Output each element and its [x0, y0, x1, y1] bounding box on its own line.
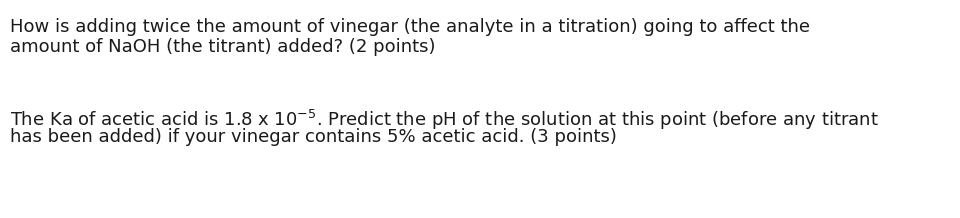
Text: amount of NaOH (the titrant) added? (2 points): amount of NaOH (the titrant) added? (2 p…: [10, 38, 436, 56]
Text: The Ka of acetic acid is 1.8 x 10$^{\mathregular{-5}}$. Predict the pH of the so: The Ka of acetic acid is 1.8 x 10$^{\mat…: [10, 108, 878, 132]
Text: has been added) if your vinegar contains 5% acetic acid. (3 points): has been added) if your vinegar contains…: [10, 128, 617, 146]
Text: How is adding twice the amount of vinegar (the analyte in a titration) going to : How is adding twice the amount of vinega…: [10, 18, 810, 36]
